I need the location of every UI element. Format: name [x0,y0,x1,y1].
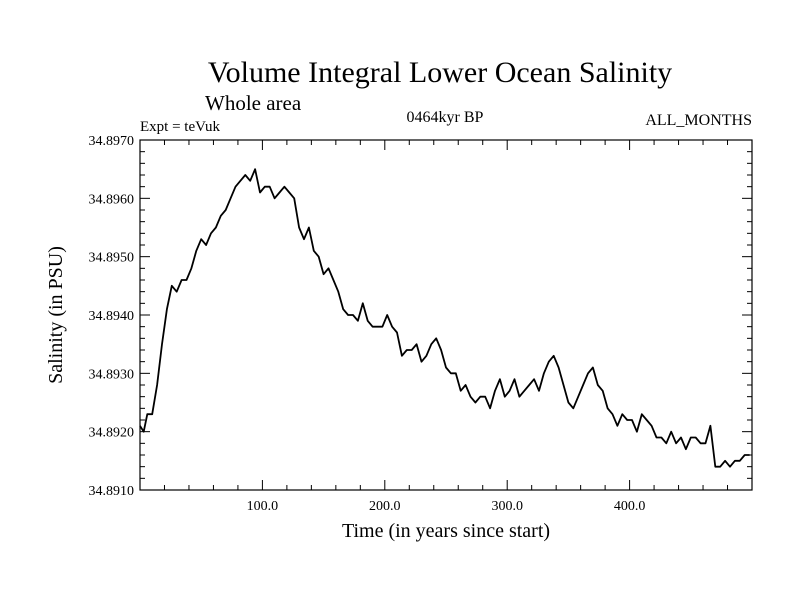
y-tick-label: 34.8940 [89,309,135,324]
y-tick-label: 34.8920 [89,426,135,441]
y-axis-label: Salinity (in PSU) [45,246,67,384]
y-axis: 34.8910 34.8920 34.8930 34.8940 34.8950 34.89… [89,134,752,499]
x-tick-label: 200.0 [369,499,401,514]
experiment-label: Expt = teVuk [140,119,221,135]
salinity-series-line [139,168,750,468]
y-tick-label: 34.8930 [89,367,135,382]
y-tick-label: 34.8970 [89,134,135,149]
y-tick-label: 34.8910 [89,484,135,499]
x-axis: 100.0 200.0 300.0 400.0 [163,140,729,514]
months-label: ALL_MONTHS [645,112,752,129]
chart-title: Volume Integral Lower Ocean Salinity [208,56,672,89]
x-tick-label: 300.0 [491,499,523,514]
chart-subtitle: Whole area [205,91,302,115]
x-tick-label: 100.0 [247,499,279,514]
period-label: 0464kyr BP [407,109,484,126]
y-tick-label: 34.8960 [89,192,135,207]
y-tick-label: 34.8950 [89,251,135,266]
x-axis-label: Time (in years since start) [342,520,550,542]
x-tick-label: 400.0 [614,499,646,514]
